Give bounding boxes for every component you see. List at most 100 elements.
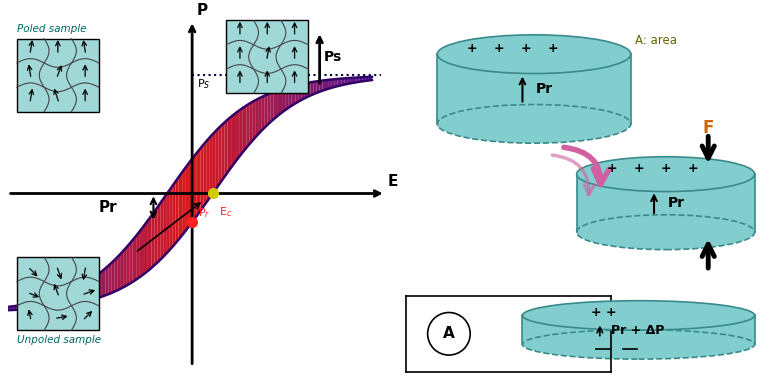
Polygon shape	[197, 148, 200, 216]
Polygon shape	[357, 77, 360, 82]
Polygon shape	[80, 284, 84, 303]
Polygon shape	[155, 207, 157, 265]
Polygon shape	[93, 276, 96, 300]
Polygon shape	[209, 135, 212, 199]
Polygon shape	[145, 221, 148, 273]
Ellipse shape	[577, 215, 755, 250]
Polygon shape	[341, 78, 344, 85]
Polygon shape	[313, 81, 317, 94]
Ellipse shape	[437, 104, 631, 143]
Polygon shape	[142, 224, 145, 276]
Polygon shape	[224, 120, 228, 176]
Polygon shape	[99, 271, 102, 298]
Polygon shape	[216, 128, 219, 189]
Polygon shape	[246, 104, 249, 148]
Polygon shape	[179, 172, 182, 240]
Text: Pr: Pr	[667, 196, 685, 210]
Polygon shape	[163, 194, 167, 257]
Polygon shape	[283, 88, 286, 112]
Polygon shape	[280, 89, 283, 114]
Polygon shape	[22, 304, 26, 310]
Polygon shape	[252, 100, 255, 141]
Polygon shape	[332, 79, 334, 88]
Text: Pr: Pr	[98, 200, 117, 215]
Polygon shape	[115, 257, 117, 292]
Polygon shape	[268, 93, 271, 125]
Polygon shape	[255, 99, 258, 137]
Polygon shape	[292, 86, 296, 106]
Polygon shape	[301, 84, 304, 100]
Polygon shape	[84, 282, 87, 302]
Ellipse shape	[522, 301, 755, 330]
Polygon shape	[16, 305, 19, 310]
Polygon shape	[296, 85, 298, 103]
Polygon shape	[182, 168, 185, 235]
Polygon shape	[102, 268, 105, 296]
Text: + +: + +	[591, 306, 617, 319]
Text: Unpoled sample: Unpoled sample	[17, 335, 101, 345]
Ellipse shape	[437, 35, 631, 74]
Polygon shape	[117, 253, 121, 290]
Polygon shape	[111, 260, 115, 293]
Polygon shape	[157, 203, 160, 262]
Polygon shape	[35, 302, 38, 309]
Polygon shape	[44, 300, 47, 308]
Polygon shape	[365, 77, 368, 81]
Polygon shape	[108, 263, 111, 294]
Polygon shape	[66, 292, 68, 305]
Polygon shape	[317, 81, 320, 93]
Bar	[577, 174, 755, 232]
Polygon shape	[121, 250, 124, 289]
Text: +: +	[660, 163, 671, 175]
Polygon shape	[258, 97, 262, 134]
Polygon shape	[298, 84, 301, 102]
Text: +: +	[494, 42, 505, 55]
Polygon shape	[240, 108, 243, 156]
Polygon shape	[57, 296, 60, 307]
Polygon shape	[348, 78, 350, 84]
Polygon shape	[237, 110, 240, 160]
Polygon shape	[29, 303, 32, 309]
Circle shape	[427, 313, 471, 355]
FancyArrowPatch shape	[553, 155, 594, 195]
Polygon shape	[139, 228, 142, 277]
Polygon shape	[19, 305, 22, 310]
Text: +: +	[467, 42, 478, 55]
Polygon shape	[170, 185, 173, 250]
Polygon shape	[334, 79, 337, 87]
Text: F: F	[703, 119, 714, 137]
Polygon shape	[322, 80, 326, 91]
Text: A: area: A: area	[635, 34, 676, 47]
Polygon shape	[87, 280, 91, 301]
Text: +: +	[687, 163, 698, 175]
Bar	[522, 315, 755, 344]
Text: Poled sample: Poled sample	[17, 24, 87, 34]
Polygon shape	[307, 82, 310, 97]
Polygon shape	[310, 82, 313, 95]
Text: E: E	[388, 174, 399, 189]
Polygon shape	[353, 77, 357, 83]
Polygon shape	[329, 79, 332, 89]
Polygon shape	[262, 96, 265, 130]
Ellipse shape	[577, 157, 755, 192]
FancyArrowPatch shape	[564, 147, 609, 185]
Polygon shape	[320, 80, 322, 92]
Bar	[17, 257, 99, 330]
Polygon shape	[152, 211, 155, 268]
Polygon shape	[243, 106, 246, 152]
Polygon shape	[304, 83, 307, 99]
Polygon shape	[60, 295, 63, 306]
Polygon shape	[344, 78, 348, 85]
Ellipse shape	[522, 330, 755, 359]
Polygon shape	[105, 265, 108, 295]
Polygon shape	[173, 182, 176, 247]
Text: A: A	[443, 326, 455, 341]
Polygon shape	[221, 122, 224, 181]
Polygon shape	[8, 307, 11, 310]
Text: +: +	[606, 163, 617, 175]
Polygon shape	[63, 293, 66, 306]
Bar	[437, 54, 631, 124]
Polygon shape	[194, 153, 197, 220]
Polygon shape	[176, 177, 179, 243]
Polygon shape	[148, 216, 152, 271]
